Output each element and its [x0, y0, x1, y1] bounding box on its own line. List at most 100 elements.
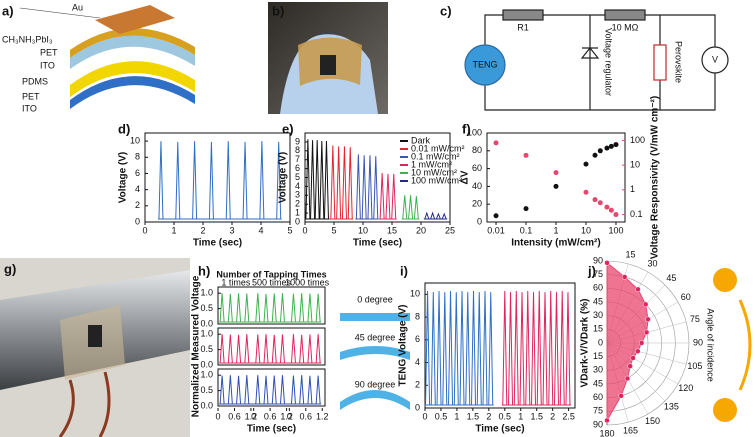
- pulse: [279, 334, 285, 364]
- pulse: [271, 375, 277, 405]
- x-tick-label: 0.6: [264, 411, 277, 421]
- angle-tick-label: 150: [645, 416, 660, 426]
- angle-tick-label: 120: [678, 383, 693, 393]
- legend-label: 0.01 mW/cm²: [411, 143, 465, 153]
- r-axis-label: VDark-V/VDark (%): [580, 299, 591, 388]
- y-tick-label: 0.0: [200, 359, 213, 369]
- perovskite-film: [88, 325, 102, 347]
- pulse: [279, 375, 285, 405]
- point: [613, 212, 619, 218]
- pulse: [425, 290, 431, 406]
- point: [608, 207, 614, 213]
- pulse: [219, 375, 225, 405]
- x-tick-label: 3: [229, 225, 234, 235]
- x-axis-label: Intensity (mW/cm²): [511, 238, 600, 249]
- x-tick-label: 0: [142, 225, 147, 235]
- pulse: [347, 147, 353, 220]
- panel-label: i): [400, 263, 408, 278]
- pulse: [299, 293, 305, 323]
- y-tick-label: 2: [415, 380, 420, 390]
- layer: [70, 35, 195, 69]
- layer: [70, 61, 195, 97]
- r-tick-label: 75: [593, 406, 603, 416]
- y-axis-label: ΔV: [460, 170, 471, 184]
- y-axis-label: TENG Voltage (V): [398, 304, 409, 386]
- point: [643, 329, 650, 336]
- pulse: [508, 292, 514, 406]
- y-tick-label: 80: [472, 145, 482, 155]
- pulse: [513, 290, 519, 406]
- point: [523, 206, 529, 212]
- panel-h-side: [340, 313, 410, 410]
- y-tick-label: 8: [415, 311, 420, 321]
- y-axis-label: Voltage (V): [118, 152, 129, 203]
- x-tick-label: 0.5: [499, 411, 512, 421]
- legend-label: 1 mW/cm²: [411, 159, 452, 169]
- group-label: 1 times: [221, 277, 251, 287]
- point: [624, 375, 631, 382]
- chart-title: Number of Tapping Times: [216, 269, 326, 279]
- pulse: [542, 292, 548, 406]
- pulse: [299, 375, 305, 405]
- pulse: [379, 173, 385, 220]
- x-tick-label: 5: [287, 225, 292, 235]
- side-label: Angle of incidence: [706, 308, 716, 382]
- component-label: TENG: [472, 59, 497, 69]
- x-tick-label: 0.5: [435, 411, 448, 421]
- pulse: [290, 334, 296, 364]
- point: [630, 355, 636, 361]
- panel-label: c): [440, 3, 452, 18]
- y-tick-label: 0: [477, 216, 482, 226]
- x-tick-label: 1: [454, 411, 459, 421]
- x-tick-label: 1.5: [530, 411, 543, 421]
- y-tick-label: 1.0: [200, 370, 213, 380]
- layer-label: ITO: [22, 103, 37, 113]
- group-label: 1000 times: [285, 277, 330, 287]
- wire: [58, 371, 111, 437]
- panel-label: d): [118, 121, 130, 136]
- y-tick-label: 8: [135, 152, 140, 162]
- pulse: [263, 334, 269, 364]
- layer-label: PET: [40, 47, 58, 57]
- pulse: [536, 290, 542, 406]
- r-tick-label: 45: [593, 296, 603, 306]
- plot-frame: [217, 368, 326, 407]
- x-tick-label: 2.5: [562, 411, 575, 421]
- y-tick-label: 2: [135, 200, 140, 210]
- point: [635, 286, 641, 293]
- r-tick-label: 15: [593, 324, 603, 334]
- pulse: [531, 292, 537, 406]
- r-tick-label: 60: [593, 283, 603, 293]
- pulse: [307, 293, 313, 323]
- pulse: [402, 195, 408, 220]
- pulse: [307, 334, 313, 364]
- point: [645, 316, 651, 323]
- pulse: [263, 375, 269, 405]
- pulse: [236, 293, 242, 323]
- x-tick-label: 0: [302, 225, 307, 235]
- y-tick-label: 10: [630, 160, 640, 170]
- x-tick-label: 10: [581, 225, 591, 235]
- sun: [713, 398, 737, 422]
- pulse: [290, 293, 296, 323]
- pulse: [263, 294, 269, 323]
- pulse: [453, 292, 459, 406]
- pulse: [314, 140, 320, 220]
- pulse: [435, 212, 441, 220]
- panel-g: [0, 258, 190, 437]
- pulse: [525, 290, 531, 406]
- angle-tick-label: 90: [693, 337, 703, 347]
- pulse: [430, 292, 436, 406]
- legend-label: 100 mW/cm²: [411, 175, 462, 185]
- plot-frame: [424, 282, 576, 409]
- y-tick-label: 8: [295, 145, 300, 155]
- y-tick-label: 3: [295, 190, 300, 200]
- pulse: [430, 211, 436, 220]
- y-tick-label: 9: [295, 136, 300, 146]
- x-tick-label: 25: [445, 225, 455, 235]
- panel-label: a): [2, 3, 14, 18]
- point: [604, 204, 610, 210]
- y-tick-label: 0.5: [200, 344, 213, 354]
- component-label: V: [712, 54, 718, 64]
